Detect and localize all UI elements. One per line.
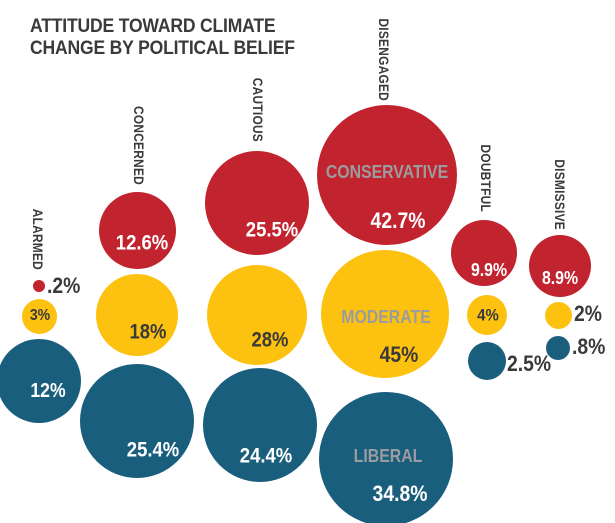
bubble-disengaged-moderate (321, 250, 449, 378)
category-label-concerned-text: CONCERNED (131, 106, 147, 185)
bubble-name-disengaged-liberal: LIBERAL (349, 447, 427, 465)
category-label-cautious: CAUTIOUS (250, 66, 266, 142)
bubble-alarmed-liberal (0, 339, 81, 423)
bubble-value-alarmed-moderate: 3% (28, 308, 51, 324)
bubble-dismissive-moderate (544, 301, 572, 329)
category-label-doubtful-text: DOUBTFUL (478, 144, 494, 212)
category-label-dismissive: DISMISSIVE (552, 147, 568, 230)
category-label-alarmed: ALARMED (30, 198, 46, 270)
bubble-value-doubtful-conservative-text: 9.9% (470, 260, 508, 280)
bubble-value-concerned-moderate: 18% (127, 322, 169, 343)
bubble-name-disengaged-moderate: MODERATE (335, 308, 437, 326)
bubble-value-concerned-liberal: 25.4% (123, 440, 183, 461)
category-label-concerned: CONCERNED (131, 92, 147, 185)
bubble-value-dismissive-liberal-text: .8% (572, 334, 606, 359)
bubble-concerned-conservative (98, 191, 176, 269)
chart-title-line1: ATTITUDE TOWARD CLIMATE (30, 15, 276, 37)
bubble-value-doubtful-liberal-text: 2.5% (507, 351, 552, 376)
category-label-cautious-text: CAUTIOUS (250, 77, 266, 142)
bubble-value-concerned-liberal-text: 25.4% (126, 438, 180, 462)
bubble-value-cautious-moderate: 28% (249, 330, 291, 351)
bubble-alarmed-moderate (21, 298, 57, 334)
bubble-dismissive-liberal (546, 336, 570, 360)
bubble-value-alarmed-moderate-text: 3% (29, 307, 51, 324)
bubble-value-disengaged-moderate: 45% (377, 344, 421, 366)
bubble-value-disengaged-moderate-text: 45% (379, 342, 419, 367)
bubble-value-dismissive-liberal: .8% (572, 336, 610, 358)
bubble-name-disengaged-moderate-text: MODERATE (341, 307, 431, 327)
bubble-concerned-moderate (96, 274, 178, 356)
bubble-value-alarmed-liberal-text: 12% (30, 380, 66, 402)
bubble-value-doubtful-moderate-text: 4% (477, 305, 499, 325)
bubble-alarmed-conservative (33, 280, 45, 292)
bubble-name-disengaged-conservative-text: CONSERVATIVE (325, 162, 449, 182)
bubble-value-cautious-conservative-text: 25.5% (245, 218, 299, 242)
bubble-value-disengaged-conservative: 42.7% (367, 210, 429, 232)
bubble-value-disengaged-liberal: 34.8% (369, 483, 431, 505)
category-label-dismissive-text: DISMISSIVE (552, 159, 568, 230)
bubble-name-disengaged-conservative: CONSERVATIVE (317, 163, 456, 181)
bubble-value-disengaged-liberal-text: 34.8% (372, 481, 428, 506)
bubble-value-concerned-conservative: 12.6% (112, 233, 172, 254)
bubble-concerned-liberal (80, 364, 194, 478)
bubble-value-cautious-liberal-text: 24.4% (239, 444, 293, 468)
bubble-value-dismissive-conservative-text: 8.9% (541, 268, 579, 288)
bubble-value-alarmed-conservative-text: .2% (47, 273, 81, 298)
chart-title: ATTITUDE TOWARD CLIMATE CHANGE BY POLITI… (30, 15, 295, 59)
bubble-cautious-conservative (205, 151, 309, 255)
bubble-value-alarmed-liberal: 12% (28, 381, 68, 401)
bubble-value-doubtful-liberal: 2.5% (507, 353, 557, 375)
bubble-disengaged-liberal (319, 392, 453, 523)
category-label-disengaged: DISENGAGED (376, 4, 392, 101)
bubble-value-cautious-moderate-text: 28% (251, 328, 289, 352)
bubble-dismissive-conservative (529, 235, 591, 297)
bubble-doubtful-moderate (467, 295, 507, 335)
bubble-doubtful-conservative (451, 220, 517, 286)
bubble-disengaged-conservative (317, 105, 457, 245)
bubble-value-doubtful-moderate: 4% (476, 307, 501, 324)
bubble-value-cautious-conservative: 25.5% (242, 220, 302, 241)
bubble-cautious-liberal (203, 368, 317, 482)
bubble-value-cautious-liberal: 24.4% (236, 446, 296, 467)
bubble-value-disengaged-conservative-text: 42.7% (370, 208, 426, 233)
bubble-name-disengaged-liberal-text: LIBERAL (353, 446, 423, 466)
bubble-cautious-moderate (207, 265, 307, 365)
bubble-value-concerned-moderate-text: 18% (129, 320, 167, 344)
category-label-doubtful: DOUBTFUL (478, 133, 494, 212)
bubble-value-dismissive-moderate-text: 2% (574, 301, 602, 326)
bubble-value-dismissive-moderate: 2% (574, 303, 606, 325)
bubble-value-dismissive-conservative: 8.9% (539, 269, 580, 287)
bubble-value-doubtful-conservative: 9.9% (468, 261, 509, 279)
bubble-doubtful-liberal (468, 342, 506, 380)
bubble-value-concerned-conservative-text: 12.6% (115, 231, 169, 255)
bubble-value-alarmed-conservative: .2% (47, 275, 85, 297)
chart-title-line2: CHANGE BY POLITICAL BELIEF (30, 37, 295, 60)
category-label-disengaged-text: DISENGAGED (376, 18, 392, 101)
category-label-alarmed-text: ALARMED (30, 208, 46, 270)
